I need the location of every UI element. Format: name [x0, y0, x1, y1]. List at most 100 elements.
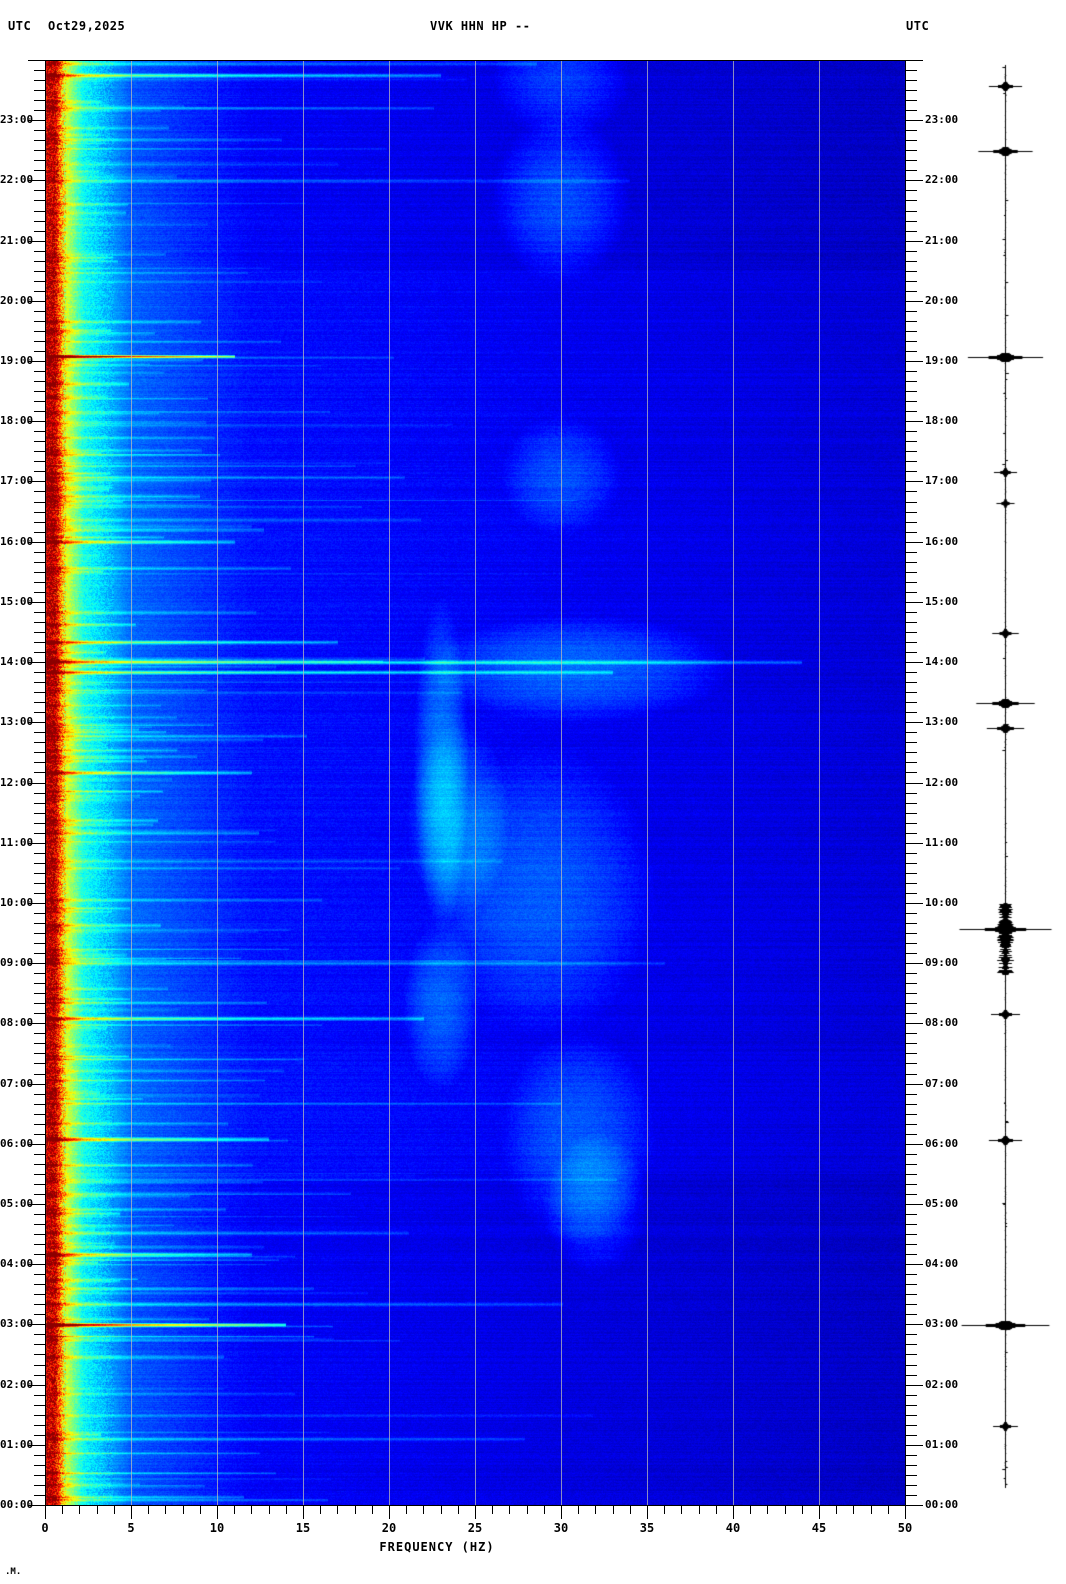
y-tick-left-130 — [34, 200, 45, 201]
y-tick-left-139 — [34, 110, 45, 111]
y-tick-left-143 — [34, 70, 45, 71]
y-tick-left-72 — [28, 783, 45, 784]
x-tick-18 — [355, 1506, 356, 1514]
x-tick-3 — [97, 1506, 98, 1514]
y-tick-left-94 — [34, 562, 45, 563]
page-title: VVK HHN HP -- — [430, 19, 531, 33]
x-tick-40 — [733, 1506, 734, 1519]
y-tick-right-78 — [906, 722, 923, 723]
x-label-25: 25 — [467, 1521, 483, 1535]
y-tick-left-52 — [34, 983, 45, 984]
y-tick-left-71 — [34, 793, 45, 794]
x-tick-23 — [441, 1506, 442, 1514]
y-tick-right-35 — [906, 1154, 917, 1155]
y-tick-left-2 — [34, 1485, 45, 1486]
y-tick-left-62 — [34, 883, 45, 884]
y-tick-right-74 — [906, 762, 917, 763]
y-tick-left-10 — [34, 1405, 45, 1406]
y-tick-left-115 — [34, 351, 45, 352]
y-tick-left-39 — [34, 1114, 45, 1115]
y-tick-right-136 — [906, 140, 917, 141]
y-tick-left-89 — [34, 612, 45, 613]
y-tick-right-40 — [906, 1104, 917, 1105]
y-tick-left-132 — [28, 180, 45, 181]
y-tick-right-57 — [906, 933, 917, 934]
y-tick-right-102 — [906, 481, 923, 482]
x-tick-46 — [836, 1506, 837, 1514]
y-tick-left-65 — [34, 853, 45, 854]
y-tick-left-25 — [34, 1254, 45, 1255]
y-tick-left-88 — [34, 622, 45, 623]
y-tick-left-58 — [34, 923, 45, 924]
y-tick-right-17 — [906, 1334, 917, 1335]
spectrogram-plot[interactable] — [45, 60, 905, 1505]
y-tick-right-59 — [906, 913, 917, 914]
y-tick-left-12 — [28, 1385, 45, 1386]
seismogram-trace-panel[interactable] — [955, 60, 1066, 1506]
header-date-label: Oct29,2025 — [48, 19, 126, 33]
y-tick-left-90 — [28, 602, 45, 603]
y-label-left-03:00: 03:00 — [0, 1317, 34, 1330]
y-tick-right-67 — [906, 833, 917, 834]
y-tick-left-98 — [34, 522, 45, 523]
y-tick-right-127 — [906, 231, 917, 232]
y-tick-left-37 — [34, 1134, 45, 1135]
y-tick-left-127 — [34, 231, 45, 232]
y-tick-right-18 — [906, 1324, 923, 1325]
y-tick-left-142 — [34, 80, 45, 81]
y-tick-right-97 — [906, 532, 917, 533]
y-tick-right-54 — [906, 963, 923, 964]
y-tick-left-18 — [28, 1324, 45, 1325]
y-tick-right-33 — [906, 1174, 917, 1175]
y-tick-left-36 — [28, 1144, 45, 1145]
y-tick-right-126 — [906, 241, 923, 242]
y-tick-right-85 — [906, 652, 917, 653]
seismogram-trace-canvas — [955, 60, 1066, 1506]
x-tick-36 — [664, 1506, 665, 1514]
y-tick-left-9 — [34, 1415, 45, 1416]
y-tick-right-16 — [906, 1344, 917, 1345]
y-label-right-17:00: 17:00 — [925, 474, 959, 487]
y-label-left-09:00: 09:00 — [0, 956, 34, 969]
y-tick-right-109 — [906, 411, 917, 412]
x-label-30: 30 — [553, 1521, 569, 1535]
y-tick-right-32 — [906, 1184, 917, 1185]
y-tick-left-86 — [34, 642, 45, 643]
y-tick-right-144 — [906, 60, 923, 61]
y-tick-right-76 — [906, 742, 917, 743]
y-tick-right-101 — [906, 491, 917, 492]
x-tick-8 — [183, 1506, 184, 1514]
y-tick-left-103 — [34, 471, 45, 472]
y-label-right-22:00: 22:00 — [925, 173, 959, 186]
y-axis-right-line — [905, 60, 906, 1506]
y-label-left-18:00: 18:00 — [0, 414, 34, 427]
x-tick-33 — [613, 1506, 614, 1514]
x-tick-26 — [492, 1506, 493, 1514]
y-tick-right-130 — [906, 200, 917, 201]
y-label-left-08:00: 08:00 — [0, 1016, 34, 1029]
x-tick-50 — [905, 1506, 906, 1519]
y-label-right-09:00: 09:00 — [925, 956, 959, 969]
y-tick-right-86 — [906, 642, 917, 643]
y-tick-left-126 — [28, 241, 45, 242]
y-tick-left-27 — [34, 1234, 45, 1235]
y-tick-right-122 — [906, 281, 917, 282]
y-tick-right-1 — [906, 1495, 917, 1496]
y-tick-left-45 — [34, 1053, 45, 1054]
y-tick-left-133 — [34, 170, 45, 171]
y-tick-right-123 — [906, 271, 917, 272]
y-tick-right-63 — [906, 873, 917, 874]
x-tick-6 — [148, 1506, 149, 1514]
y-tick-right-7 — [906, 1435, 917, 1436]
y-tick-right-141 — [906, 90, 917, 91]
x-label-20: 20 — [381, 1521, 397, 1535]
y-tick-right-26 — [906, 1244, 917, 1245]
y-tick-left-43 — [34, 1074, 45, 1075]
x-tick-17 — [337, 1506, 338, 1514]
y-tick-right-68 — [906, 823, 917, 824]
y-tick-right-124 — [906, 261, 917, 262]
y-label-left-00:00: 00:00 — [0, 1498, 34, 1511]
y-tick-left-4 — [34, 1465, 45, 1466]
x-tick-22 — [423, 1506, 424, 1514]
x-label-5: 5 — [127, 1521, 135, 1535]
